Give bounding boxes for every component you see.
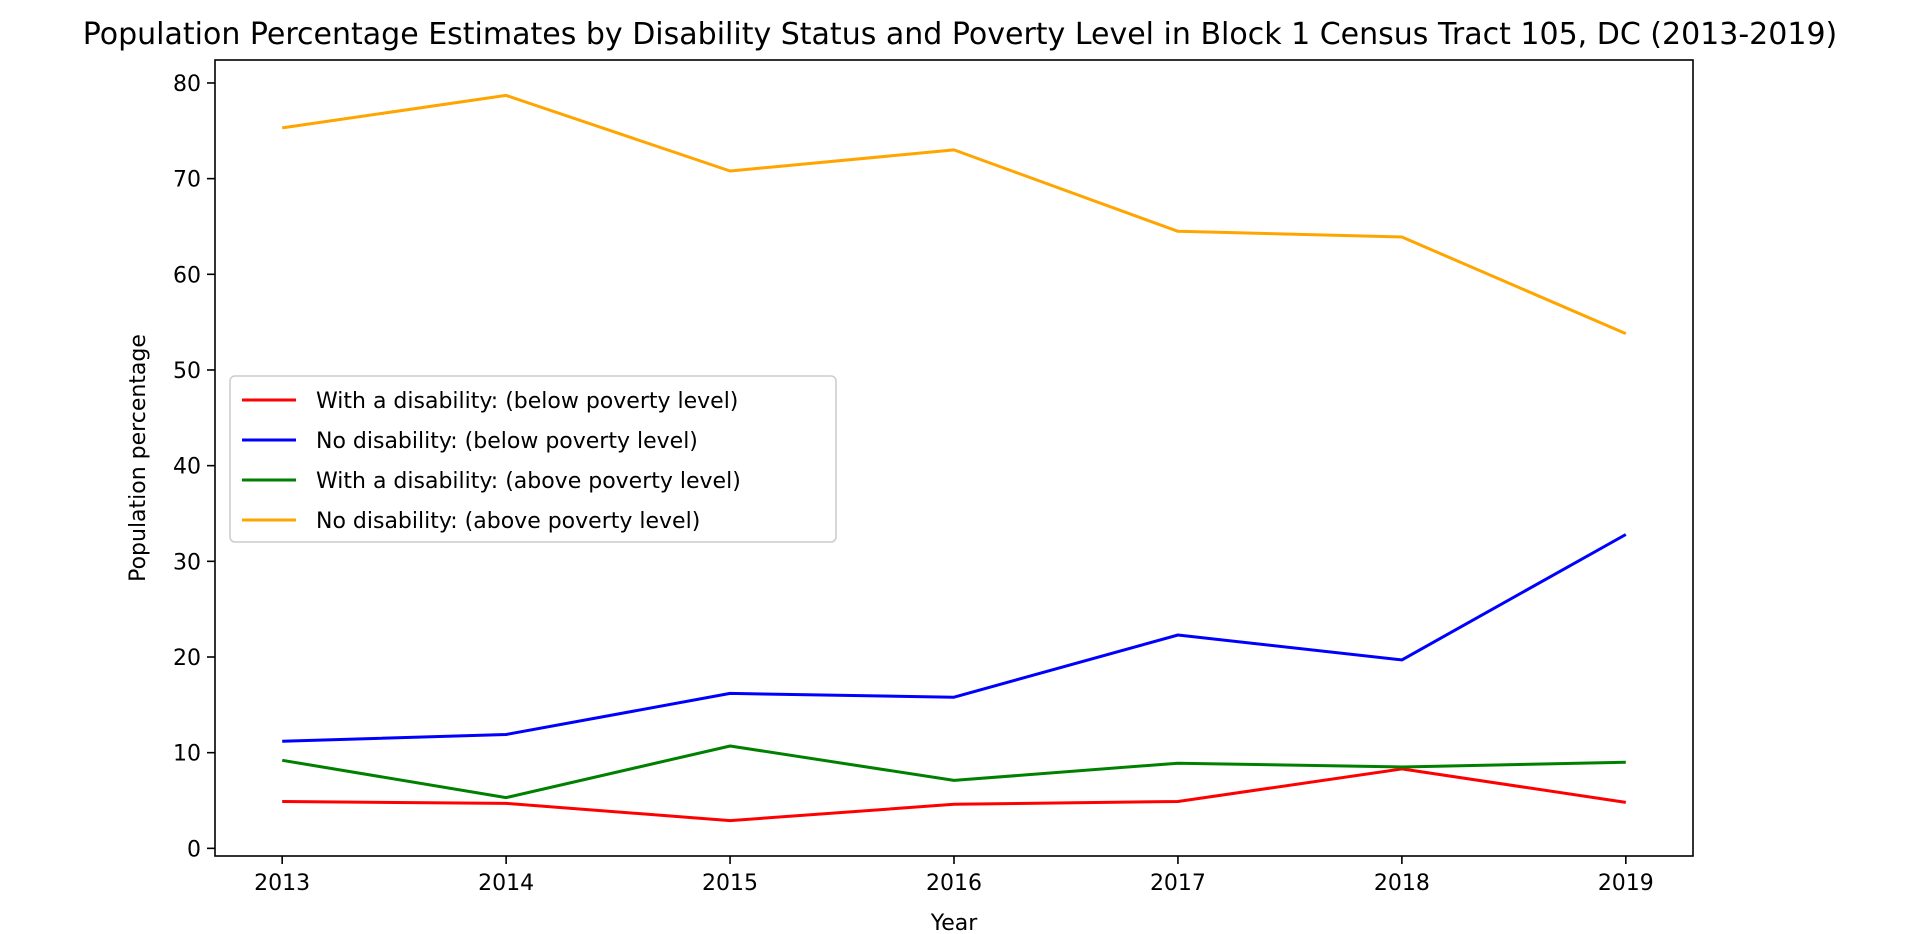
y-axis: 0 10 20 30 40 50 60 70 80 (173, 72, 215, 862)
y-tick-label: 0 (187, 837, 201, 862)
y-tick-label: 70 (173, 168, 201, 193)
y-tick-label: 80 (173, 72, 201, 97)
x-tick-label: 2014 (478, 871, 534, 896)
x-tick-label: 2015 (702, 871, 758, 896)
x-axis: 2013 2014 2015 2016 2017 2018 2019 (254, 856, 1654, 896)
legend-label-4: No disability: (above poverty level) (316, 509, 700, 534)
series-lines (281, 93, 1627, 823)
y-tick-label: 40 (173, 455, 201, 480)
legend-label-1: With a disability: (below poverty level) (316, 389, 738, 414)
y-tick-label: 10 (173, 742, 201, 767)
chart-title: Population Percentage Estimates by Disab… (83, 17, 1838, 52)
x-tick-label: 2017 (1150, 871, 1206, 896)
y-tick-label: 30 (173, 550, 201, 575)
series-line-1 (282, 767, 1627, 823)
x-tick-label: 2018 (1374, 871, 1430, 896)
y-tick-label: 50 (173, 359, 201, 384)
x-axis-label: Year (930, 911, 979, 934)
x-tick-label: 2013 (254, 871, 310, 896)
legend: With a disability: (below poverty level)… (229, 375, 837, 543)
legend-box (229, 375, 837, 543)
series-line-2 (282, 533, 1627, 743)
legend-label-3: With a disability: (above poverty level) (316, 469, 741, 494)
y-axis-label: Population percentage (126, 334, 151, 582)
series-line-4 (281, 93, 1627, 335)
x-tick-label: 2019 (1598, 871, 1654, 896)
y-tick-label: 20 (173, 646, 201, 671)
series-line-3 (281, 744, 1626, 800)
legend-label-2: No disability: (below poverty level) (316, 429, 698, 454)
x-tick-label: 2016 (926, 871, 982, 896)
y-tick-label: 60 (173, 263, 201, 288)
